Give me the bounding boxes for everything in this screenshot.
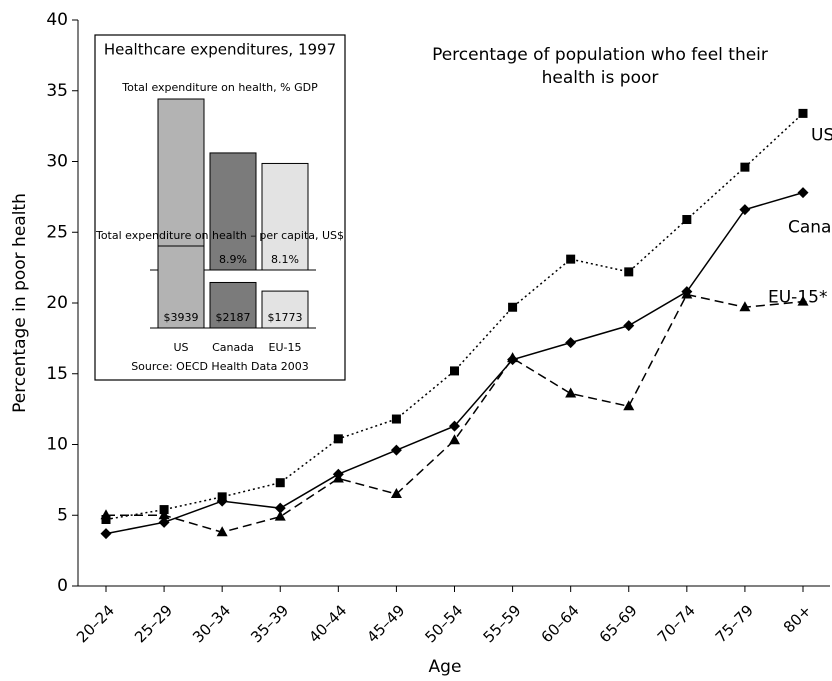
x-tick-label: 30–34 (189, 601, 234, 646)
x-tick-label: 55–59 (480, 601, 525, 646)
x-tick-label: 45–49 (363, 601, 408, 646)
bar (261, 162, 309, 271)
bar-chart-title: Total expenditure on health, % GDP (121, 81, 318, 94)
marker (100, 528, 112, 540)
marker (333, 434, 343, 444)
marker (390, 444, 402, 456)
marker (566, 254, 576, 264)
inset-source: Source: OECD Health Data 2003 (131, 360, 309, 373)
x-tick-label: 25–29 (131, 601, 176, 646)
marker (100, 509, 112, 520)
y-tick-label: 40 (46, 10, 68, 30)
marker (507, 352, 519, 363)
x-tick-label: 60–64 (538, 601, 583, 646)
y-axis-label: Percentage in poor health (10, 193, 30, 413)
x-tick-label: 20–24 (73, 601, 118, 646)
marker (274, 502, 286, 514)
y-tick-label: 10 (46, 435, 68, 455)
marker (797, 187, 809, 199)
value-label: 8.9% (219, 253, 247, 266)
marker (449, 434, 460, 445)
x-tick-label: 65–69 (596, 601, 641, 646)
marker (508, 302, 518, 312)
marker (797, 295, 809, 306)
y-tick-label: 5 (57, 505, 68, 525)
value-label: $3939 (164, 311, 199, 324)
x-tick-label: 70–74 (654, 601, 699, 646)
marker (624, 267, 634, 277)
bar (157, 245, 205, 329)
marker (798, 108, 808, 118)
x-tick-label: EU-15 (269, 341, 302, 354)
y-tick-label: 20 (46, 293, 68, 313)
marker (158, 509, 170, 520)
marker (565, 337, 577, 349)
x-tick-label: Canada (212, 341, 254, 354)
chart-title: Percentage of population who feel their … (432, 45, 768, 88)
inset-title: Healthcare expenditures, 1997 (104, 41, 336, 59)
x-tick-label: 80+ (780, 601, 815, 636)
marker (391, 414, 401, 424)
value-label: 8.1% (271, 253, 299, 266)
value-label: $2187 (216, 311, 251, 324)
series-label: Canada (788, 218, 832, 238)
marker (739, 204, 751, 216)
marker (740, 162, 750, 172)
marker (565, 387, 577, 398)
marker (275, 478, 285, 488)
x-tick-label: 35–39 (247, 601, 292, 646)
marker (681, 288, 693, 299)
marker (390, 488, 402, 499)
series-label: EU-15* (768, 288, 827, 308)
series-label: US (811, 125, 832, 145)
marker (216, 495, 228, 507)
marker (623, 400, 635, 411)
x-tick-label: 75–79 (712, 601, 757, 646)
marker (101, 514, 111, 524)
y-tick-label: 30 (46, 152, 68, 172)
marker (158, 516, 170, 528)
x-axis-label: Age (429, 657, 462, 677)
x-tick-label: US (173, 341, 188, 354)
y-tick-label: 0 (57, 576, 68, 596)
y-tick-label: 35 (46, 81, 68, 101)
marker (739, 301, 751, 312)
value-label: $1773 (268, 311, 303, 324)
marker (449, 420, 460, 432)
x-tick-label: 50–54 (421, 601, 466, 646)
bar-chart-title: Total expenditure on health – per capita… (95, 229, 344, 242)
marker (450, 366, 459, 376)
marker (332, 472, 344, 483)
y-tick-label: 15 (46, 364, 68, 384)
marker (623, 320, 635, 332)
marker (274, 510, 286, 521)
marker (216, 526, 228, 537)
y-tick-label: 25 (46, 222, 68, 242)
bar (157, 98, 205, 271)
x-tick-label: 40–44 (305, 601, 350, 646)
marker (682, 215, 692, 225)
